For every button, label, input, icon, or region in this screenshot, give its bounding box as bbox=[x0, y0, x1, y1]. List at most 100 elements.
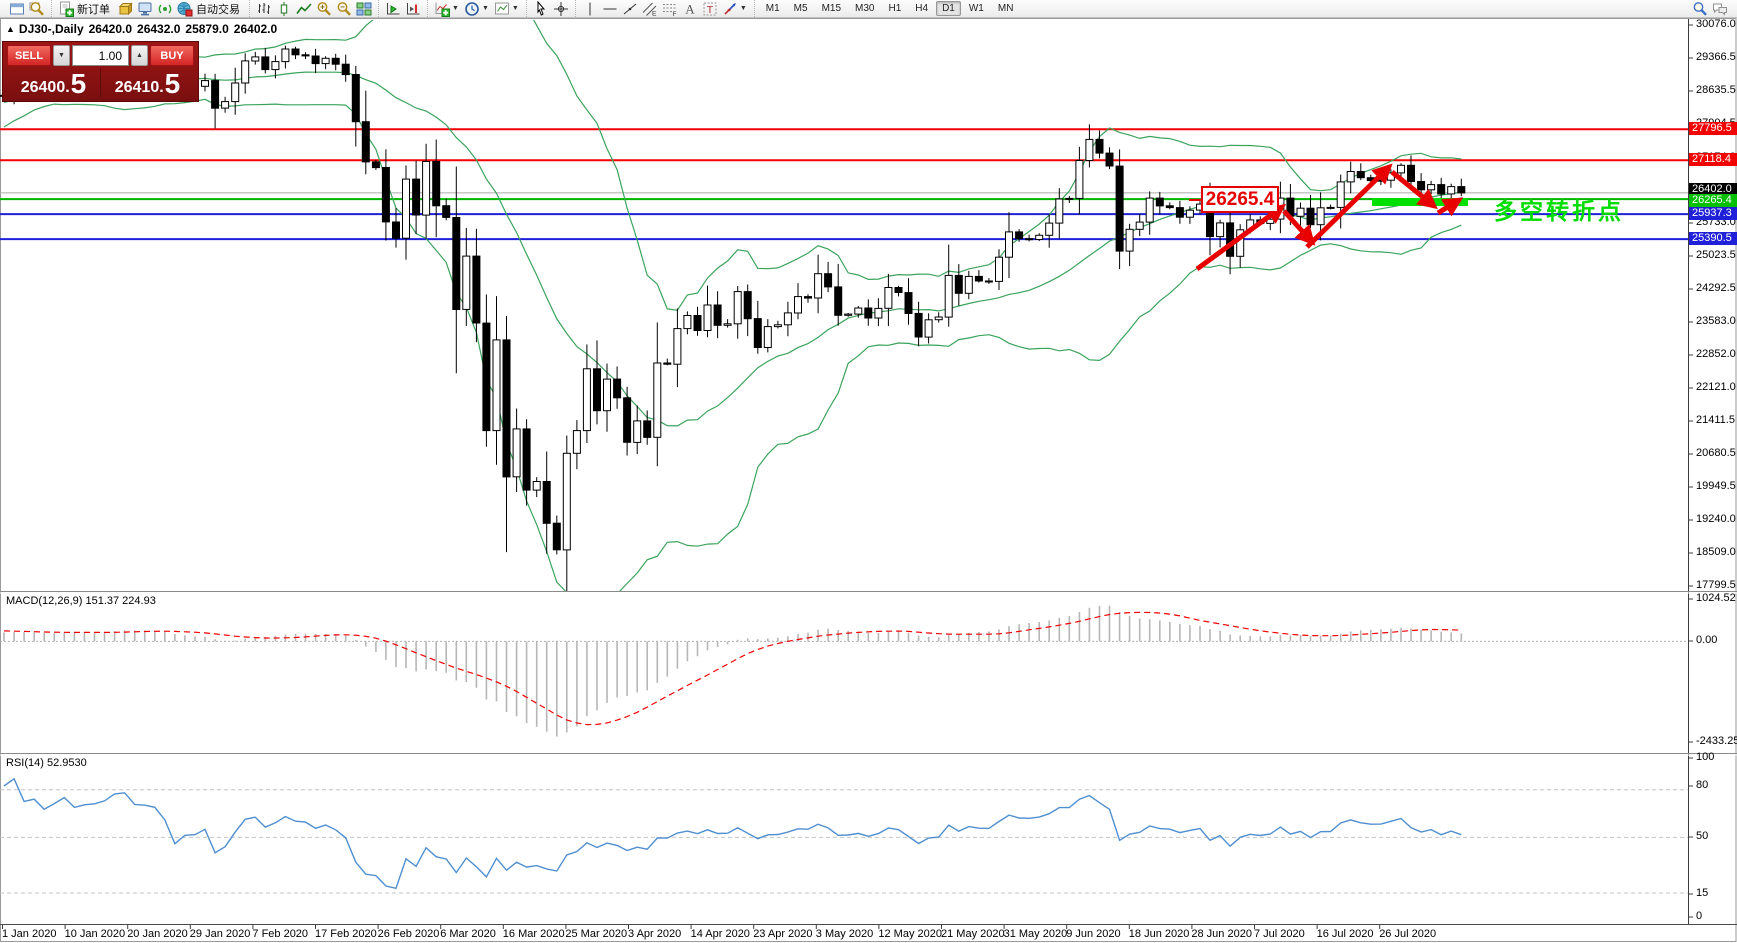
timeframe-m15[interactable]: M15 bbox=[821, 3, 842, 14]
date-label: 7 Jul 2020 bbox=[1254, 928, 1305, 940]
title-low: 25879.0 bbox=[185, 22, 229, 36]
window-zoom-icon[interactable] bbox=[27, 1, 47, 17]
date-label: 6 Mar 2020 bbox=[440, 928, 496, 940]
price-axis-tick: 22852.0 bbox=[1696, 348, 1736, 360]
chart-forward-icon[interactable] bbox=[383, 1, 403, 17]
line-chart-icon[interactable] bbox=[294, 1, 314, 17]
equidistant-channel-icon[interactable]: E bbox=[640, 1, 660, 17]
date-label: 16 Mar 2020 bbox=[502, 928, 565, 940]
timeframe-h4[interactable]: H4 bbox=[915, 3, 929, 14]
toolbar-group: 新订单 自动交易 bbox=[51, 0, 249, 17]
macd-histogram bbox=[3, 605, 1463, 737]
rsi-axis-tick: 100 bbox=[1696, 751, 1715, 763]
period-clock-icon[interactable] bbox=[462, 1, 482, 17]
auto-trading-button[interactable] bbox=[175, 1, 195, 17]
template-chart-icon[interactable] bbox=[492, 1, 512, 17]
cursor-icon[interactable] bbox=[531, 0, 551, 17]
horizontal-line-icon[interactable] bbox=[600, 1, 620, 17]
sell-button[interactable]: SELL bbox=[7, 45, 51, 66]
collapse-triangle-icon[interactable]: ▲ bbox=[6, 24, 15, 34]
candles bbox=[0, 45, 1466, 591]
toolbar-group bbox=[525, 0, 575, 17]
price-tag: 25390.5 bbox=[1689, 232, 1737, 245]
bb-upper bbox=[3, 20, 1462, 311]
toolbar-group: + − bbox=[249, 0, 378, 17]
date-label: 25 Mar 2020 bbox=[565, 928, 628, 940]
sell-price-large: 5 bbox=[70, 68, 87, 100]
toolbar-group: ▼ ▼ ▼ bbox=[427, 0, 526, 17]
new-order-button-label[interactable]: 新订单 bbox=[77, 3, 110, 16]
crosshair-icon[interactable] bbox=[551, 1, 571, 17]
signal-icon[interactable] bbox=[155, 1, 175, 17]
text-label-icon[interactable]: T bbox=[700, 1, 720, 17]
macd-axis-tick: 0.00 bbox=[1696, 634, 1718, 646]
rsi-axis-tick: 0 bbox=[1696, 910, 1703, 922]
add-indicator-icon-dropdown[interactable]: ▼ bbox=[452, 4, 459, 12]
price-axis-tick: 25733.0 bbox=[1696, 216, 1736, 228]
timeframe-mn[interactable]: MN bbox=[997, 3, 1014, 14]
fibonacci-icon[interactable]: F bbox=[660, 1, 680, 17]
date-label: 3 Apr 2020 bbox=[628, 928, 682, 940]
chart-window-icon[interactable] bbox=[7, 1, 27, 17]
auto-trading-button-label[interactable]: 自动交易 bbox=[196, 3, 240, 16]
turning-point-annotation[interactable]: 多空转折点 bbox=[1494, 198, 1624, 224]
date-label: 26 Jul 2020 bbox=[1379, 928, 1437, 940]
zoom-out-icon[interactable]: − bbox=[334, 1, 354, 17]
market-watch-icon[interactable] bbox=[115, 1, 135, 17]
volume-up-button[interactable]: ▲ bbox=[131, 45, 148, 66]
chart-window-border bbox=[0, 18, 1737, 942]
date-label: 17 Feb 2020 bbox=[315, 928, 377, 940]
arrow-objects-icon-dropdown[interactable]: ▼ bbox=[739, 4, 747, 12]
trendline-icon[interactable] bbox=[620, 1, 640, 17]
date-label: 1 Jan 2020 bbox=[2, 928, 57, 940]
candlestick-chart-icon[interactable] bbox=[274, 1, 294, 17]
rsi-axis-tick: 80 bbox=[1696, 779, 1709, 791]
price-axis-tick: 19949.5 bbox=[1696, 480, 1736, 492]
trend-arrows bbox=[1195, 163, 1464, 272]
price-axis-tick: 23583.0 bbox=[1696, 315, 1736, 327]
bar-chart-icon[interactable] bbox=[254, 1, 274, 17]
sell-price-small: 26400. bbox=[20, 79, 70, 96]
timeframe-h1[interactable]: H1 bbox=[888, 3, 902, 14]
toolbar-group bbox=[3, 0, 51, 17]
price-annotation-box[interactable]: 26265.4 bbox=[1201, 186, 1279, 213]
bb-middle bbox=[3, 71, 1462, 427]
data-window-icon[interactable] bbox=[135, 1, 155, 17]
price-tag: 27796.5 bbox=[1689, 122, 1737, 135]
template-chart-icon-dropdown[interactable]: ▼ bbox=[511, 4, 519, 12]
buy-button[interactable]: BUY bbox=[150, 45, 194, 66]
new-order-button[interactable] bbox=[56, 1, 76, 17]
rsi-indicator-label: RSI(14) 52.9530 bbox=[6, 757, 87, 769]
buy-price[interactable]: 26410. 5 bbox=[100, 68, 194, 98]
sell-price[interactable]: 26400. 5 bbox=[7, 68, 100, 98]
search-icon[interactable] bbox=[1690, 1, 1710, 17]
title-open: 26420.0 bbox=[88, 22, 133, 36]
volume-input[interactable] bbox=[72, 45, 129, 66]
text-icon[interactable]: A bbox=[680, 1, 700, 17]
timeframe-m1[interactable]: M1 bbox=[765, 3, 780, 14]
timeframe-d1[interactable]: D1 bbox=[936, 1, 961, 16]
price-axis-tick: 22121.0 bbox=[1696, 381, 1736, 393]
toolbar-group: E F A T ▼ bbox=[574, 0, 754, 17]
timeframe-m30[interactable]: M30 bbox=[855, 3, 875, 14]
date-label: 20 Jan 2020 bbox=[127, 928, 188, 940]
vertical-line-icon[interactable] bbox=[580, 1, 600, 17]
timeframe-w1[interactable]: W1 bbox=[968, 3, 984, 14]
rsi-line bbox=[3, 777, 1462, 890]
title-close: 26402.0 bbox=[233, 22, 278, 36]
period-clock-icon-dropdown[interactable]: ▼ bbox=[481, 4, 489, 12]
toolbar-group bbox=[378, 0, 427, 17]
arrow-objects-icon[interactable] bbox=[720, 1, 740, 17]
chart-end-icon[interactable] bbox=[403, 1, 423, 17]
chat-icon[interactable] bbox=[1710, 1, 1730, 17]
volume-down-button[interactable]: ▼ bbox=[53, 45, 70, 66]
add-indicator-icon[interactable] bbox=[432, 1, 452, 17]
zoom-in-icon[interactable]: + bbox=[314, 1, 334, 17]
macd-signal-line bbox=[3, 611, 1462, 726]
tile-windows-icon[interactable] bbox=[354, 1, 374, 17]
timeframe-m5[interactable]: M5 bbox=[793, 3, 808, 14]
svg-text:F: F bbox=[672, 11, 676, 17]
